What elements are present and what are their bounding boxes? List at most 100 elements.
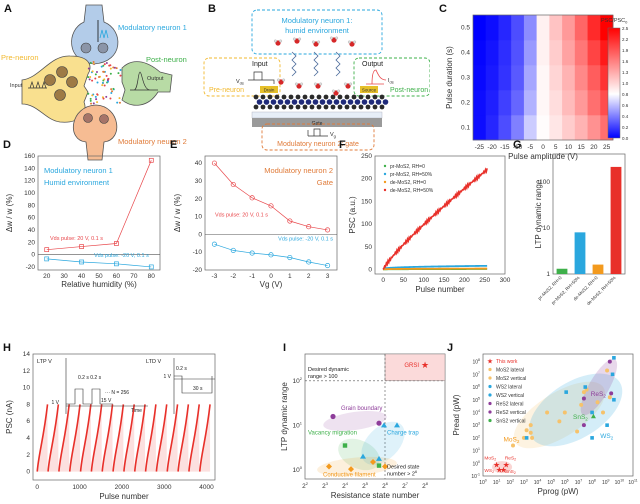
mos2-lattice xyxy=(253,94,389,110)
cluster-ellipse xyxy=(338,438,380,471)
heatmap-cell xyxy=(587,40,601,66)
y-tick-label: 200 xyxy=(361,176,372,183)
modulatory-neuron-1-label: Modulatory neuron 1 xyxy=(118,23,187,32)
molybdenum-atom xyxy=(375,99,382,105)
modulatory-neuron-2-label: Modulatory neuron 2: gate xyxy=(277,141,359,148)
data-point xyxy=(607,395,612,400)
data-point xyxy=(230,247,236,253)
neurotransmitter-dot xyxy=(96,93,99,96)
x-axis-label: Relative humidity (%) xyxy=(61,280,137,289)
ltp-cycle xyxy=(47,404,60,472)
x-tick-label: 10 xyxy=(565,144,573,151)
data-point xyxy=(114,261,119,267)
heatmap-cell xyxy=(574,65,588,91)
sulfur-atom xyxy=(358,94,364,100)
annotation: Desired state xyxy=(387,465,419,471)
data-point xyxy=(601,410,605,415)
water-molecules xyxy=(273,36,357,96)
input-spike-icon xyxy=(28,80,47,89)
spike-train-icon xyxy=(99,29,109,39)
y-tick-label: 250 xyxy=(361,153,372,160)
x-tick-label: 27 xyxy=(402,481,409,490)
y-tick-label: 6 xyxy=(26,418,30,425)
legend-marker xyxy=(383,172,387,176)
y-tick-label: 10-1 xyxy=(471,473,480,481)
neurotransmitter-dot xyxy=(105,62,108,65)
x-tick-label: 30 xyxy=(61,273,69,280)
x-tick-label: 107 xyxy=(575,479,583,487)
tick-exponent: 6 xyxy=(386,481,389,486)
data-point xyxy=(595,400,600,405)
heatmap-cell xyxy=(587,90,601,116)
colorbar-tick: 0.4 xyxy=(622,114,629,119)
tick-exponent: -1 xyxy=(477,473,480,477)
neurotransmitter-dot xyxy=(103,63,106,66)
tick-exponent: 1 xyxy=(300,420,303,425)
x-tick-label: 2 xyxy=(307,273,311,280)
neurotransmitter-dot xyxy=(112,66,115,69)
molybdenum-atom xyxy=(319,99,326,105)
heatmap-cell xyxy=(536,40,550,66)
neurotransmitter-dot xyxy=(103,70,106,73)
neurotransmitter-dot xyxy=(94,73,97,76)
panel-label-h: H xyxy=(3,342,11,354)
x-tick-label: 2000 xyxy=(115,484,130,491)
heatmap-cell xyxy=(511,15,525,41)
water-hydrogen xyxy=(311,40,315,44)
y-axis-label: Δw / w (%) xyxy=(173,194,182,233)
label-subscript: 2 xyxy=(514,457,516,461)
annotation: Desired dynamic xyxy=(308,367,349,373)
neurotransmitter-dot xyxy=(110,91,113,94)
heatmap-cell xyxy=(574,115,588,141)
y-axis-label: Pulse duration (s) xyxy=(445,46,454,109)
heatmap-cell xyxy=(498,65,512,91)
molybdenum-atom xyxy=(305,99,312,105)
water-diffusion-arrow xyxy=(313,51,319,77)
sulfur-atom xyxy=(365,104,371,110)
ltp-cycle xyxy=(90,404,103,472)
sulfur-atom xyxy=(323,94,329,100)
water-hydrogen xyxy=(294,82,298,86)
x-tick-label: 0 xyxy=(541,144,545,151)
plot-frame xyxy=(37,155,161,271)
y-tick-label: 40 xyxy=(195,160,203,167)
tick-exponent: 2 xyxy=(512,479,514,483)
panel-label-d: D xyxy=(3,139,11,151)
ltp-cycle xyxy=(155,404,168,472)
legend-marker xyxy=(488,418,492,423)
sulfur-atom xyxy=(330,94,336,100)
panel-label-b: B xyxy=(208,3,216,15)
label-subscript: 2 xyxy=(514,471,516,475)
data-point xyxy=(590,436,594,440)
neurotransmitter-dot xyxy=(95,70,98,73)
y-tick-label: 60 xyxy=(28,215,36,222)
neurotransmitter-dot xyxy=(118,101,121,104)
legend-label: SnS2 vertical xyxy=(496,419,525,425)
region-ellipse xyxy=(492,461,513,474)
data-point xyxy=(394,422,400,428)
water-diffusion-arrow xyxy=(291,51,297,77)
y-tick-label: 0 xyxy=(26,469,30,476)
molybdenum-atom xyxy=(312,99,319,105)
tick-exponent: 6 xyxy=(567,479,569,483)
vesicle xyxy=(97,42,109,54)
colorbar-tick: 2.5 xyxy=(622,26,629,31)
data-point xyxy=(590,413,596,419)
sulfur-atom xyxy=(281,94,287,100)
vesicle xyxy=(80,42,92,54)
neurotransmitter-dot xyxy=(109,72,112,75)
vesicle xyxy=(54,89,66,101)
legend-marker xyxy=(488,410,492,414)
neurotransmitter-dot xyxy=(89,99,92,102)
neurotransmitter-dot xyxy=(101,81,104,84)
tick-exponent: 4 xyxy=(346,481,349,486)
post-neuron-box xyxy=(353,57,430,97)
heatmap-cell xyxy=(574,15,588,41)
data-point xyxy=(612,356,616,360)
data-point xyxy=(583,385,588,389)
y-tick-label: 2 xyxy=(26,452,30,459)
y-tick-label: 103 xyxy=(472,422,480,430)
water-oxygen xyxy=(294,38,300,44)
heatmap-cell xyxy=(549,15,563,41)
neurotransmitter-dot xyxy=(108,64,111,67)
